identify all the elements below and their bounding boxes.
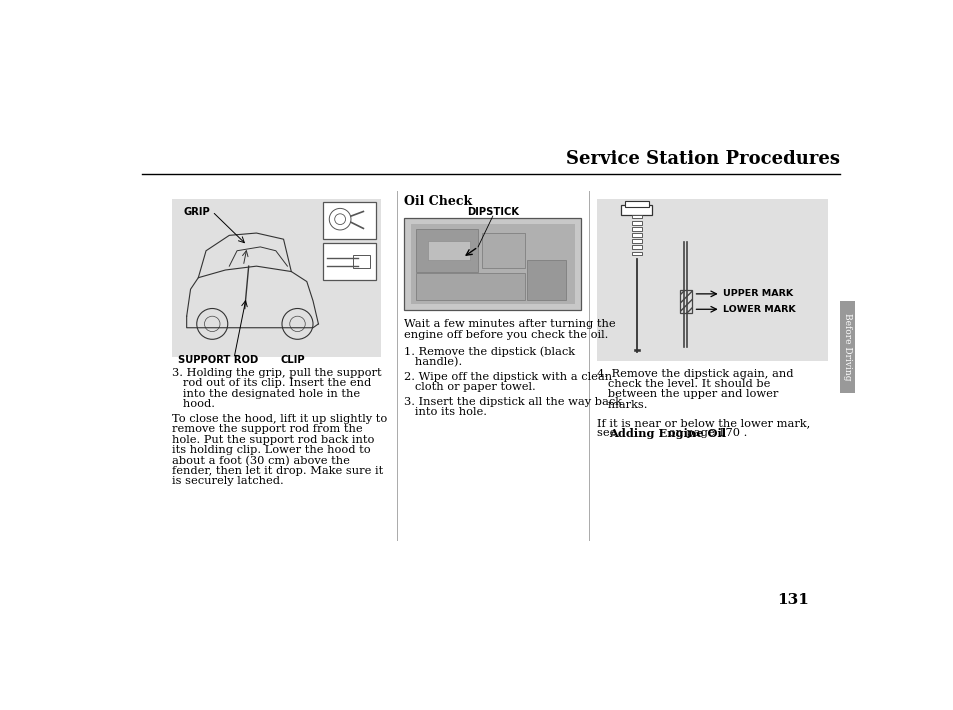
Bar	[416, 229, 477, 271]
Text: LOWER MARK: LOWER MARK	[722, 305, 795, 314]
Bar	[323, 243, 375, 280]
Bar	[172, 200, 381, 357]
Text: To close the hood, lift it up slightly to: To close the hood, lift it up slightly t…	[172, 414, 387, 424]
Bar	[323, 202, 375, 239]
Text: 131: 131	[777, 594, 808, 607]
Text: fender, then let it drop. Make sure it: fender, then let it drop. Make sure it	[172, 466, 383, 476]
Bar	[624, 201, 648, 207]
Bar	[840, 301, 855, 393]
Text: If it is near or below the lower mark,: If it is near or below the lower mark,	[596, 418, 809, 428]
Bar	[631, 233, 641, 237]
Text: Adding Engine Oil: Adding Engine Oil	[608, 428, 725, 439]
Bar	[633, 349, 639, 351]
Text: SUPPORT ROD: SUPPORT ROD	[178, 355, 258, 365]
Text: its holding clip. Lower the hood to: its holding clip. Lower the hood to	[172, 445, 370, 455]
Text: GRIP: GRIP	[183, 207, 210, 217]
Text: remove the support rod from the: remove the support rod from the	[172, 425, 362, 435]
Bar	[631, 239, 641, 243]
Text: handle).: handle).	[404, 356, 462, 367]
Text: DIPSTICK: DIPSTICK	[466, 207, 518, 217]
Text: rod out of its clip. Insert the end: rod out of its clip. Insert the end	[172, 378, 371, 388]
Bar	[679, 290, 691, 313]
Bar	[427, 241, 470, 260]
Text: Before Driving: Before Driving	[842, 313, 851, 381]
Bar	[631, 214, 641, 219]
Text: hood.: hood.	[172, 399, 214, 409]
Bar	[631, 227, 641, 231]
Bar	[631, 221, 641, 224]
Bar	[596, 200, 827, 361]
Text: CLIP: CLIP	[280, 355, 305, 365]
Text: Oil Check: Oil Check	[404, 195, 472, 208]
Text: on page 170 .: on page 170 .	[664, 428, 746, 438]
Text: 1. Remove the dipstick (black: 1. Remove the dipstick (black	[404, 346, 575, 357]
Text: marks.: marks.	[596, 400, 646, 410]
Text: check the level. It should be: check the level. It should be	[596, 379, 769, 389]
Text: Service Station Procedures: Service Station Procedures	[565, 151, 840, 168]
Text: 2. Wipe off the dipstick with a clean: 2. Wipe off the dipstick with a clean	[404, 371, 612, 382]
Bar	[404, 218, 580, 310]
Bar	[631, 251, 641, 256]
Text: see: see	[596, 428, 619, 438]
Text: into the designated hole in the: into the designated hole in the	[172, 388, 359, 398]
Bar	[410, 224, 575, 304]
Text: Wait a few minutes after turning the: Wait a few minutes after turning the	[404, 320, 616, 329]
Text: UPPER MARK: UPPER MARK	[722, 290, 792, 298]
Bar	[353, 255, 369, 268]
Text: 4. Remove the dipstick again, and: 4. Remove the dipstick again, and	[596, 368, 792, 378]
Bar	[620, 205, 652, 214]
Text: 3. Holding the grip, pull the support: 3. Holding the grip, pull the support	[172, 368, 381, 378]
Text: into its hole.: into its hole.	[404, 408, 487, 417]
Bar	[481, 233, 524, 268]
Text: engine off before you check the oil.: engine off before you check the oil.	[404, 329, 608, 339]
Text: is securely latched.: is securely latched.	[172, 476, 283, 486]
Bar	[526, 260, 565, 300]
Text: 3. Insert the dipstick all the way back: 3. Insert the dipstick all the way back	[404, 397, 621, 407]
Text: between the upper and lower: between the upper and lower	[596, 389, 778, 399]
Bar	[416, 273, 524, 300]
Text: about a foot (30 cm) above the: about a foot (30 cm) above the	[172, 456, 350, 466]
Text: hole. Put the support rod back into: hole. Put the support rod back into	[172, 435, 374, 444]
Text: cloth or paper towel.: cloth or paper towel.	[404, 382, 536, 392]
Bar	[631, 246, 641, 249]
